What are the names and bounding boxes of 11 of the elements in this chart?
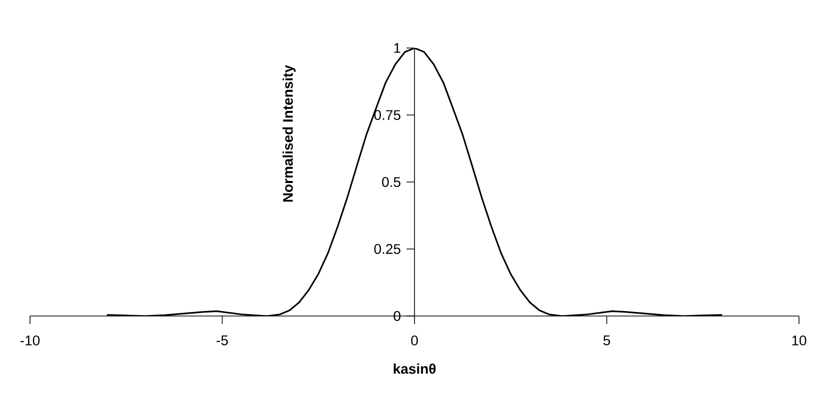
- y-tick-label: 0.25: [374, 244, 400, 254]
- x-tick-label: -5: [216, 336, 228, 346]
- y-tick-label: 1: [394, 43, 400, 53]
- x-tick-label: 10: [792, 336, 806, 346]
- x-tick-label: 5: [603, 336, 610, 346]
- x-tick-label: -10: [20, 336, 40, 346]
- x-tick-label: 0: [411, 336, 418, 346]
- y-tick-label: 0.5: [382, 177, 400, 187]
- y-axis-title: Normalised Intensity: [282, 64, 296, 202]
- x-axis-title: kasinθ: [394, 364, 436, 374]
- y-tick-label: 0.75: [374, 110, 400, 120]
